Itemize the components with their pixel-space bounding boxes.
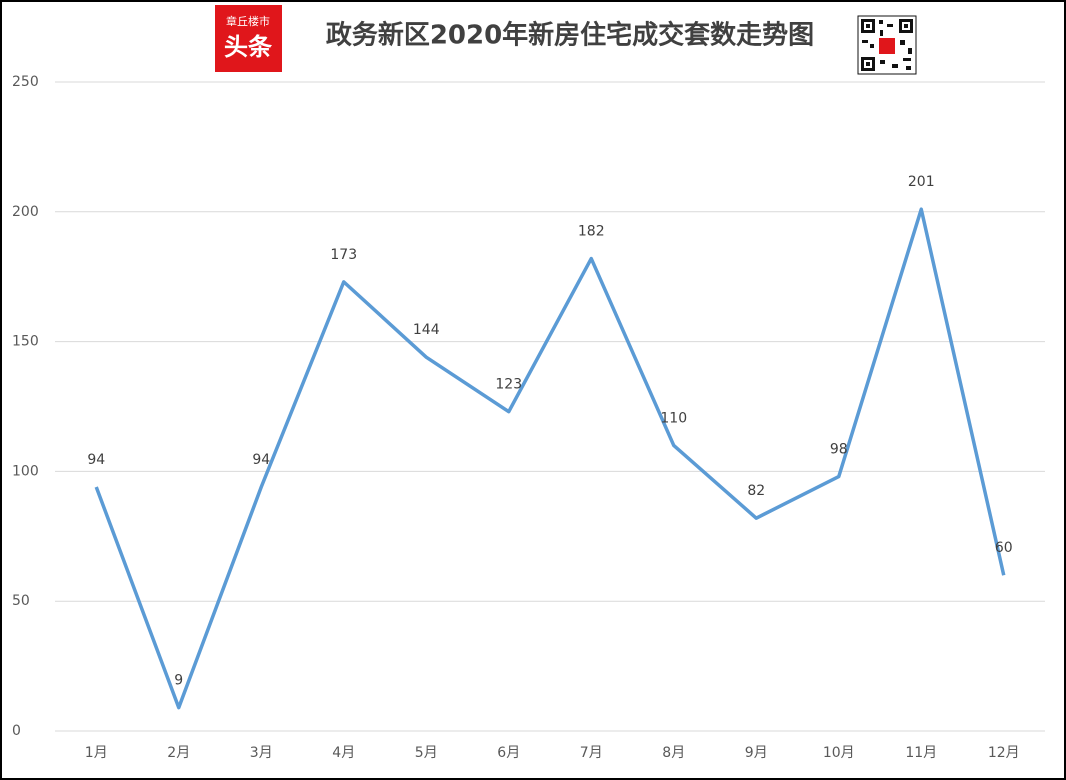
x-tick-label: 8月 xyxy=(662,745,685,761)
y-tick-label: 0 xyxy=(12,723,21,739)
series-line xyxy=(94,207,1006,710)
x-tick-label: 12月 xyxy=(988,745,1020,761)
x-tick-label: 3月 xyxy=(250,745,273,761)
x-tick-label: 10月 xyxy=(823,745,855,761)
data-label: 123 xyxy=(495,377,522,393)
data-label: 98 xyxy=(830,442,848,458)
x-tick-label: 7月 xyxy=(580,745,603,761)
x-tick-label: 11月 xyxy=(905,745,937,761)
data-label: 94 xyxy=(87,452,105,468)
data-label: 94 xyxy=(252,452,270,468)
logo-small-text: 章丘楼市 xyxy=(226,14,270,28)
chart-title: 政务新区2020年新房住宅成交套数走势图 xyxy=(326,20,814,51)
x-tick-label: 5月 xyxy=(415,745,438,761)
data-label: 201 xyxy=(908,174,935,190)
data-label: 173 xyxy=(330,247,357,263)
data-label: 9 xyxy=(174,673,183,689)
y-tick-label: 250 xyxy=(12,74,39,90)
logo-main-text: 头条 xyxy=(224,33,273,61)
data-label: 82 xyxy=(747,483,765,499)
data-label: 144 xyxy=(413,322,440,338)
y-tick-label: 200 xyxy=(12,204,39,220)
y-tick-label: 50 xyxy=(12,593,30,609)
x-tick-label: 2月 xyxy=(167,745,190,761)
y-tick-label: 150 xyxy=(12,334,39,350)
x-tick-label: 6月 xyxy=(497,745,520,761)
data-label: 110 xyxy=(660,410,687,426)
x-tick-label: 4月 xyxy=(332,745,355,761)
data-label: 60 xyxy=(995,540,1013,556)
data-label: 182 xyxy=(578,224,605,240)
logo xyxy=(215,5,282,72)
x-tick-label: 9月 xyxy=(745,745,768,761)
x-tick-label: 1月 xyxy=(85,745,108,761)
y-tick-label: 100 xyxy=(12,463,39,479)
qr-code xyxy=(857,15,917,75)
